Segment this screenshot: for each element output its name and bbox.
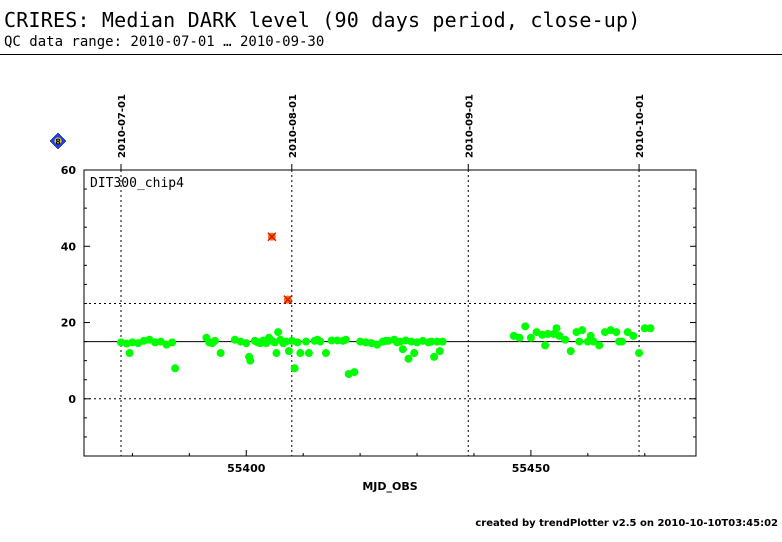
data-point [521,322,530,331]
data-point [171,364,180,373]
panel-label: DIT300_chip4 [90,176,184,191]
data-point [566,347,575,356]
data-point [438,337,447,346]
data-point [404,354,413,363]
data-point [543,329,552,338]
date-tick-label: 2010-08-01 [288,94,299,158]
data-point [541,341,550,350]
badge-icon: 8 [49,132,67,150]
data-point [552,324,561,333]
data-point [595,341,604,350]
data-point [321,349,330,358]
data-point [350,368,359,377]
data-point [561,335,570,344]
data-point [272,349,281,358]
data-point [210,336,219,345]
data-point [216,349,225,358]
data-point [246,356,255,365]
y-tick-label: 20 [61,317,77,330]
data-point [316,337,325,346]
data-point [589,337,598,346]
data-point [435,347,444,356]
data-point [427,337,436,346]
date-tick-label: 2010-09-01 [464,94,475,158]
data-point [302,337,311,346]
data-point [168,338,177,347]
outlier-cross [267,232,277,242]
data-point [284,347,293,356]
data-point [333,336,342,345]
data-point [398,345,407,354]
data-point [304,349,313,358]
page-title: CRIRES: Median DARK level (90 days perio… [4,8,641,32]
data-point [290,364,299,373]
page-subtitle: QC data range: 2010-07-01 … 2010-09-30 [4,34,325,50]
data-point [612,328,621,337]
data-point [629,331,638,340]
data-point [640,324,649,333]
date-tick-label: 2010-10-01 [635,94,646,158]
plot-frame [83,169,697,457]
date-tick-label: 2010-07-01 [117,94,128,158]
badge-dot [54,137,62,145]
y-tick-label: 60 [61,164,77,177]
x-axis-label: MJD_OBS [362,480,417,493]
outlier-cross [283,295,293,305]
footer-credit: created by trendPlotter v2.5 on 2010-10-… [475,518,778,529]
y-tick-label: 0 [68,393,76,406]
badge-label: 8 [55,138,61,147]
data-point [274,328,283,337]
data-point [410,349,419,358]
data-point [578,326,587,335]
header-divider [0,54,782,55]
y-tick-label: 40 [61,240,77,253]
data-point [515,333,524,342]
data-point [430,352,439,361]
data-point [635,349,644,358]
data-point [293,338,302,347]
data-point [617,337,626,346]
data-point [646,324,655,333]
data-point [296,349,305,358]
data-point [341,335,350,344]
data-point [526,333,535,342]
data-point [242,339,251,348]
x-tick-label: 55400 [227,462,266,475]
x-tick-label: 55450 [512,462,551,475]
data-point [555,331,564,340]
data-point [327,336,336,345]
data-point [575,337,584,346]
data-point [432,337,441,346]
data-point [623,328,632,337]
data-point [125,349,134,358]
